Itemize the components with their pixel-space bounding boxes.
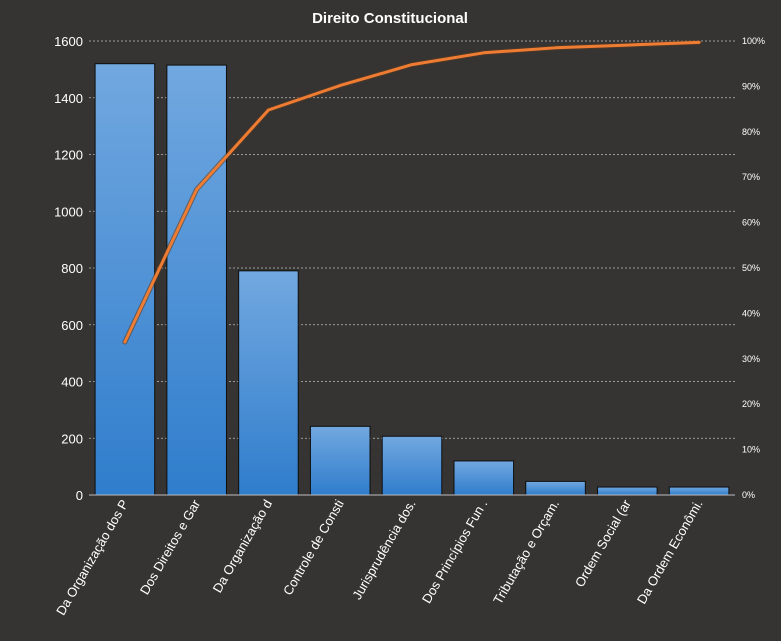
bar bbox=[94, 63, 156, 496]
y2-tick-label: 0% bbox=[742, 490, 755, 500]
bar bbox=[166, 64, 227, 496]
bar bbox=[309, 425, 371, 496]
x-tick-label: Dos Princípios Fun . bbox=[419, 497, 491, 606]
y-tick-label: 200 bbox=[61, 431, 83, 446]
y2-tick-label: 100% bbox=[742, 36, 765, 46]
y-tick-label: 0 bbox=[76, 488, 83, 503]
bar bbox=[597, 486, 658, 496]
y-tick-label: 1200 bbox=[54, 148, 83, 163]
x-axis-ticks: Da Organização dos P Dos Direitos e Gar Da… bbox=[53, 496, 706, 617]
y2-tick-label: 20% bbox=[742, 399, 760, 409]
y-tick-label: 1000 bbox=[54, 204, 83, 219]
y2-tick-label: 90% bbox=[742, 81, 760, 91]
y-tick-label: 600 bbox=[61, 318, 83, 333]
chart-title: Direito Constitucional bbox=[312, 10, 468, 27]
x-tick-label: Dos Direitos e Gar bbox=[137, 496, 204, 597]
y-tick-label: 1400 bbox=[54, 91, 83, 106]
y-tick-label: 1600 bbox=[54, 34, 83, 49]
bar-layer bbox=[94, 63, 730, 496]
y-axis-ticks: 0 200 400 600 800 1000 1200 1400 1600 bbox=[54, 34, 83, 503]
x-tick-label: Da Organização d bbox=[210, 497, 275, 595]
bar bbox=[453, 460, 515, 496]
bar bbox=[525, 480, 586, 496]
x-tick-label: Tributação e Orçam. bbox=[490, 497, 562, 607]
x-tick-label: Controle de Consti bbox=[280, 497, 347, 598]
x-tick-label: Ordem Social (ar bbox=[572, 496, 634, 589]
y-tick-label: 800 bbox=[61, 261, 83, 276]
y2-tick-label: 70% bbox=[742, 172, 760, 182]
x-tick-label: Jurisprudência dos. bbox=[349, 497, 418, 602]
y2-tick-label: 40% bbox=[742, 308, 760, 318]
y2-tick-label: 60% bbox=[742, 218, 760, 228]
x-tick-label: Da Ordem Econômi. bbox=[634, 497, 706, 606]
x-tick-label: Da Organização dos P bbox=[53, 497, 131, 618]
y2-axis-ticks: 0% 10% 20% 30% 40% 50% 60% 70% 80% 90% 100% bbox=[742, 36, 765, 500]
cumulative-line bbox=[123, 40, 701, 344]
bar bbox=[238, 270, 299, 496]
cumulative-line-layer bbox=[122, 39, 702, 345]
y2-tick-label: 50% bbox=[742, 263, 760, 273]
y2-tick-label: 10% bbox=[742, 445, 760, 455]
y2-tick-label: 30% bbox=[742, 354, 760, 364]
bar bbox=[668, 486, 730, 496]
y-tick-label: 400 bbox=[61, 375, 83, 390]
y2-tick-label: 80% bbox=[742, 127, 760, 137]
bar bbox=[381, 435, 443, 496]
